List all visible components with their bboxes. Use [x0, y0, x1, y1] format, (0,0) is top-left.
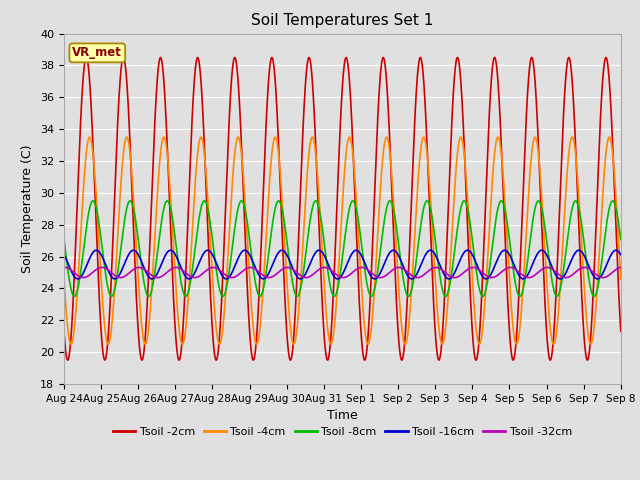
Tsoil -16cm — [502, 248, 510, 253]
Tsoil -32cm — [580, 264, 588, 270]
Tsoil -32cm — [429, 265, 436, 271]
Tsoil -32cm — [551, 268, 559, 274]
Tsoil -2cm — [170, 310, 178, 316]
Tsoil -8cm — [170, 228, 178, 234]
Tsoil -4cm — [60, 276, 68, 282]
Line: Tsoil -4cm: Tsoil -4cm — [64, 137, 621, 344]
Tsoil -4cm — [184, 295, 192, 301]
Line: Tsoil -8cm: Tsoil -8cm — [64, 201, 621, 296]
Tsoil -16cm — [246, 253, 254, 259]
Tsoil -4cm — [247, 296, 255, 301]
Tsoil -2cm — [552, 303, 559, 309]
Tsoil -16cm — [352, 247, 360, 253]
Tsoil -2cm — [502, 265, 510, 271]
Tsoil -8cm — [502, 210, 509, 216]
Tsoil -8cm — [246, 241, 254, 247]
Tsoil -8cm — [184, 290, 191, 296]
Tsoil -32cm — [562, 275, 570, 280]
Tsoil -8cm — [553, 293, 561, 299]
Tsoil -2cm — [246, 336, 254, 341]
Tsoil -2cm — [60, 328, 68, 334]
Title: Soil Temperatures Set 1: Soil Temperatures Set 1 — [252, 13, 433, 28]
Tsoil -4cm — [197, 134, 205, 140]
Tsoil -8cm — [551, 291, 559, 297]
Tsoil -32cm — [170, 265, 178, 271]
Tsoil -16cm — [429, 249, 437, 255]
Tsoil -4cm — [617, 276, 625, 282]
Line: Tsoil -2cm: Tsoil -2cm — [64, 58, 621, 360]
Line: Tsoil -32cm: Tsoil -32cm — [64, 267, 621, 277]
Tsoil -16cm — [60, 252, 68, 258]
Tsoil -32cm — [617, 264, 625, 270]
Tsoil -4cm — [502, 221, 510, 227]
Tsoil -16cm — [184, 276, 191, 281]
Tsoil -2cm — [380, 55, 387, 60]
Tsoil -8cm — [534, 198, 542, 204]
Tsoil -4cm — [170, 258, 178, 264]
Tsoil -32cm — [246, 264, 254, 270]
Tsoil -32cm — [502, 266, 509, 272]
Y-axis label: Soil Temperature (C): Soil Temperature (C) — [22, 144, 35, 273]
Tsoil -2cm — [184, 219, 191, 225]
Text: VR_met: VR_met — [72, 47, 122, 60]
X-axis label: Time: Time — [327, 409, 358, 422]
Tsoil -4cm — [429, 247, 437, 253]
Tsoil -32cm — [184, 272, 191, 277]
Tsoil -8cm — [617, 237, 625, 242]
Legend: Tsoil -2cm, Tsoil -4cm, Tsoil -8cm, Tsoil -16cm, Tsoil -32cm: Tsoil -2cm, Tsoil -4cm, Tsoil -8cm, Tsoi… — [108, 422, 577, 442]
Tsoil -16cm — [333, 276, 341, 282]
Tsoil -16cm — [170, 250, 178, 256]
Tsoil -16cm — [552, 271, 559, 277]
Tsoil -4cm — [552, 336, 559, 342]
Tsoil -16cm — [617, 252, 625, 258]
Tsoil -8cm — [60, 237, 68, 242]
Tsoil -32cm — [60, 264, 68, 270]
Tsoil -2cm — [617, 328, 625, 334]
Tsoil -4cm — [179, 341, 186, 347]
Tsoil -8cm — [429, 218, 436, 224]
Line: Tsoil -16cm: Tsoil -16cm — [64, 250, 621, 279]
Tsoil -2cm — [429, 299, 437, 304]
Tsoil -2cm — [398, 357, 406, 363]
